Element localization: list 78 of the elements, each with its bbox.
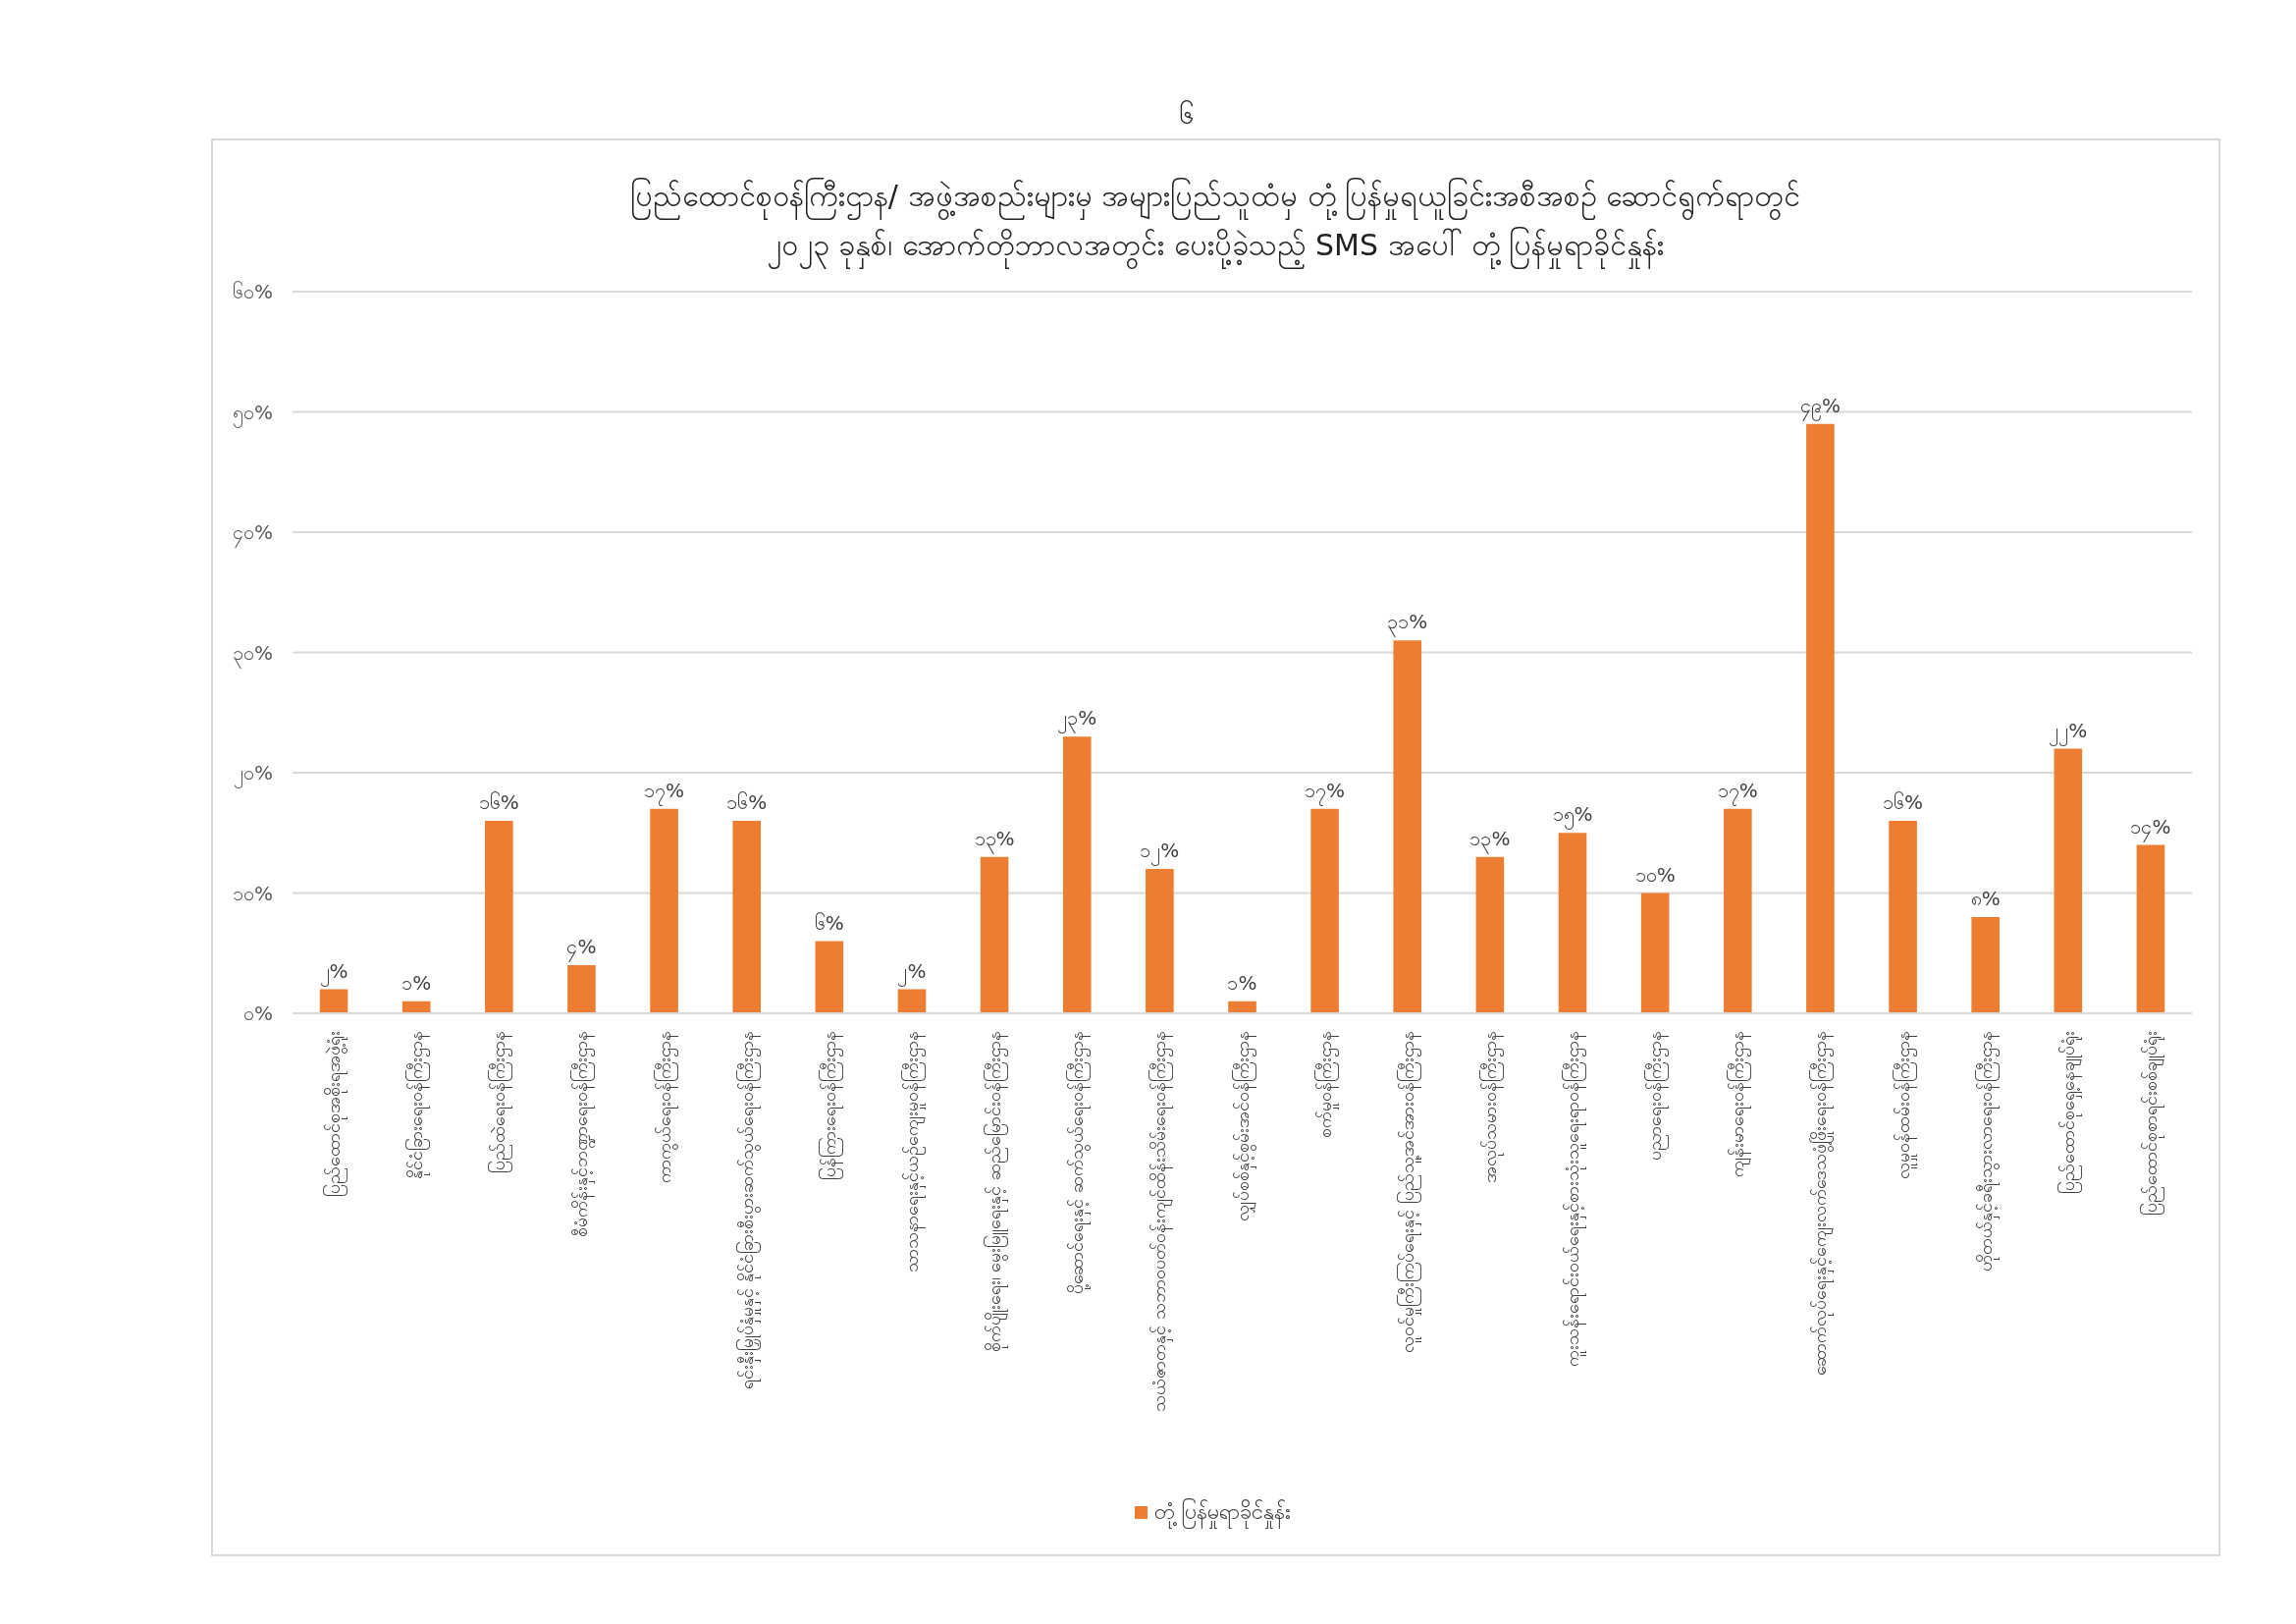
data-label: ၂% [319, 958, 348, 987]
data-label: ၂% [897, 958, 927, 987]
x-tick-label: စက်မှုဝန်ကြီးဌာန [1313, 1031, 1339, 1138]
x-tick-label: ပြည်ထောင်စုစာရင်းစစ်ချုပ်ရုံး [2139, 1031, 2164, 1216]
x-tick-label: ဟိုတယ်နှင့်ခရီးသွားလာရေးဝန်ကြီးဌာန [1974, 1031, 2000, 1272]
x-tick-label: အလုပ်သမားဝန်ကြီးဌာန [1478, 1031, 1504, 1183]
x-tick-label: သာသနာရေးနှင့်ယဉ်ကျေးမှုဝန်ကြီးဌာန [900, 1031, 926, 1272]
bar [1806, 423, 1835, 1013]
x-tick-label: ကာကွယ်ရေးဝန်ကြီးဌာန [653, 1031, 678, 1183]
x-tick-label: ကျန်းမာရေးဝန်ကြီးဌာန [1727, 1031, 1752, 1177]
x-tick-label: သယံဇာတနှင့် သဘာဝပတ်ဝန်းကျင်ထိန်းသိမ်းရေးဝန်ကြီးဌာန [1148, 1031, 1174, 1412]
data-label: ၁၅% [1552, 802, 1593, 831]
bar [815, 941, 844, 1013]
x-tick-label: ပြည်ထဲရေးဝန်ကြီးဌာန [488, 1031, 513, 1173]
x-tick-label: ပြည်ထောင်စုအစိုးရအဖွဲ့ရုံး [323, 1031, 348, 1197]
data-label: ၂၂% [2049, 718, 2088, 746]
text: ၆ [1178, 99, 1194, 130]
x-tick-label: လူမှုဝန်ထမ်းဝန်ကြီးဌာန [1892, 1031, 1917, 1179]
legend-label: တုံ့ပြန်မှုရာခိုင်နှုန်း [1154, 1498, 1291, 1529]
data-label: ၆% [814, 910, 844, 935]
y-tick-label: ၃၀% [232, 640, 273, 669]
x-tick-label: ပြည်ထောင်စုရှေ့နေချုပ်ရုံး [2056, 1031, 2082, 1194]
x-tick-label: စီမံကိန်းနှင့်ဘဏ္ဍာရေးဝန်ကြီးဌာန [570, 1031, 596, 1237]
x-tick-label: ပညာရေးဝန်ကြီးဌာန [1644, 1031, 1670, 1161]
bar [1971, 917, 2000, 1013]
data-label: ၃၁% [1387, 610, 1428, 638]
x-tick-label: လျှပ်စစ်နှင့်စွမ်းအင်ဝန်ကြီးဌာန [1231, 1031, 1256, 1221]
bar [1310, 808, 1339, 1013]
x-tick-label: စိုက်ပျိုးရေး၊ မွေးမြူရေးနှင့် ဆည်မြောင်းဝန်ကြီးဌာန [984, 1031, 1009, 1353]
data-label: ၁၇% [1717, 778, 1758, 806]
bar [1640, 893, 1670, 1013]
data-label: ၁၀% [1634, 862, 1676, 887]
y-tick-label: ၀% [242, 1001, 273, 1025]
bar [1889, 821, 1917, 1013]
x-tick-label: ဆောက်လုပ်ရေးနှင့်ကျေးလက်ဒေသဖွံ့ဖြိုးရေးဝန်ကြီးဌာန [1809, 1031, 1835, 1376]
bar [1393, 640, 1422, 1013]
y-tick-label: ၄၀% [232, 520, 273, 548]
bar [567, 965, 596, 1013]
bar [1146, 869, 1174, 1013]
data-label: ၄% [566, 935, 597, 962]
bar [485, 821, 513, 1013]
bar [1558, 833, 1587, 1013]
data-label: ၁၂% [1140, 839, 1180, 866]
data-label: ၁% [1227, 970, 1257, 995]
data-label: ၁၄% [2130, 814, 2171, 842]
data-label: ၁၃% [974, 826, 1015, 854]
bar [1228, 1001, 1256, 1013]
y-tick-label: ၁၀% [232, 881, 273, 905]
bar [897, 989, 927, 1013]
data-label: ၁၆% [478, 790, 519, 814]
bar [1723, 808, 1752, 1013]
y-tick-label: ၂၀% [233, 761, 273, 788]
x-tick-label: လူဝင်မှုကြီးကြပ်ရေးနှင့် ပြည်သူ့အင်အားဝန်ကြီးဌာန [1396, 1031, 1421, 1353]
bar [1475, 856, 1505, 1013]
data-label: ၁၆% [1883, 790, 1924, 814]
bar [650, 808, 678, 1013]
data-label: ၁၃% [1469, 826, 1511, 854]
bar [319, 989, 348, 1013]
x-tick-label: ကူးသန်းရောင်းဝယ်ရေးနှင့်စားသုံးသူရေးရာဝန်ကြီးဌာန [1562, 1031, 1587, 1367]
data-label: ၂၃% [1057, 706, 1097, 734]
bar [732, 821, 762, 1013]
data-label: ၁၇% [1305, 778, 1346, 806]
x-tick-label: နိုင်ငံခြားရေးဝန်ကြီးဌာန [405, 1031, 431, 1179]
data-label: ၈% [1970, 887, 2001, 910]
data-label: ၁% [401, 970, 432, 995]
x-tick-label: ရင်းနှီးမြှုပ်နှံမှုနှင့် နိုင်ငံခြားစီးပွားဆက်သွယ်ရေးဝန်ကြီးဌာန [735, 1031, 761, 1389]
bar [1062, 736, 1092, 1013]
bar [2054, 748, 2083, 1013]
y-tick-label: ၅၀% [232, 400, 273, 428]
bar [2136, 844, 2165, 1013]
x-tick-label: ပို့ဆောင်ရေးနှင့် ဆက်သွယ်ရေးဝန်ကြီးဌာန [1066, 1031, 1092, 1294]
y-tick-label: ၆၀% [232, 280, 273, 303]
x-tick-label: ပြန်ကြားရေးဝန်ကြီးဌာန [818, 1031, 843, 1180]
data-label: ၁၇% [644, 778, 685, 806]
chart-title: ပြည်ထောင်စုဝန်ကြီးဌာန/ အဖွဲ့အစည်းများမှ အများပြည်သူထံမှ တုံ့ပြန်မှုရယူခြင်းအစီအစဉ် ဆောင်ရွက်ရာတွင် ၂၀၂၃ ခုနှစ်၊ အောက်တိုဘာလအတွင်း ပေးပို့ခဲ့သည့် SMS အပေါ် တုံ့ပြန်မှုရာခိုင်နှုန်း [629, 178, 1801, 269]
data-label: ၁၆% [726, 790, 768, 814]
data-label: ၄၉% [1799, 393, 1841, 421]
bar [980, 856, 1009, 1013]
